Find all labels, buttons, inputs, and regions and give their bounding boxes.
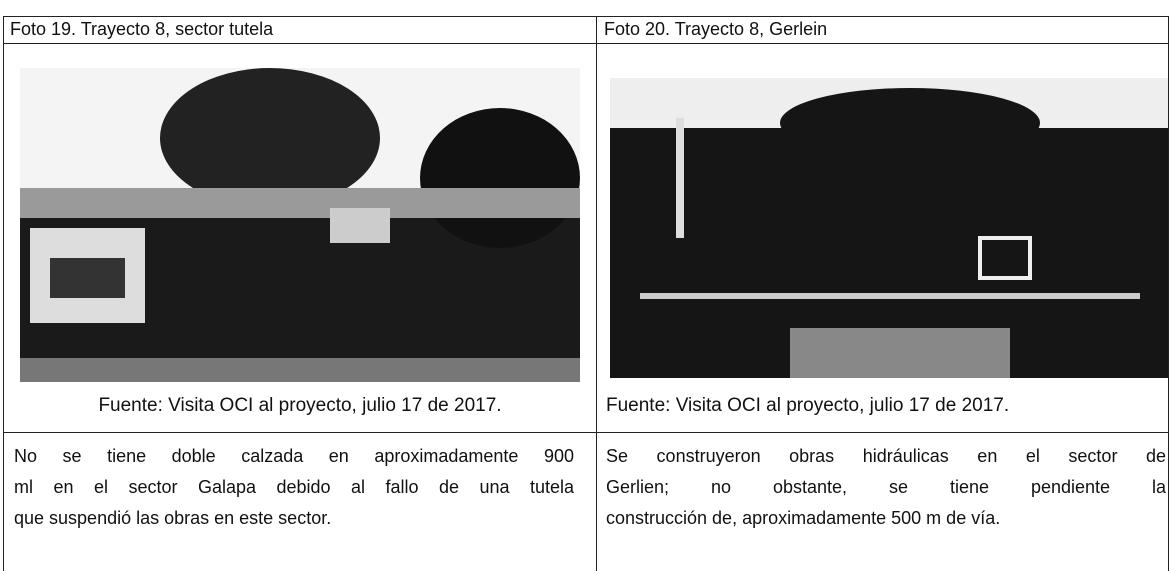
- photo: [20, 68, 580, 382]
- photo-caption: Foto 20. Trayecto 8, Gerlein: [604, 19, 828, 39]
- text-line: No se tiene doble calzada en aproximadam…: [14, 446, 574, 466]
- description: Se construyeron obras hidráulicas en el …: [606, 441, 1166, 534]
- table-border: [3, 16, 4, 571]
- photo-source: Fuente: Visita OCI al proyecto, julio 17…: [98, 395, 502, 416]
- description: No se tiene doble calzada en aproximadam…: [14, 441, 574, 534]
- text-line: construcción de, aproximadamente 500 m d…: [606, 508, 1001, 528]
- photo: [610, 78, 1168, 378]
- table-border: [3, 16, 1169, 17]
- photo-caption: Foto 19. Trayecto 8, sector tutela: [10, 19, 274, 39]
- photo-source: Fuente: Visita OCI al proyecto, julio 17…: [606, 395, 1010, 416]
- table-border: [3, 432, 1169, 433]
- text-line: Gerlien; no obstante, se tiene pendiente…: [606, 477, 1166, 497]
- text-line: Se construyeron obras hidráulicas en el …: [606, 446, 1166, 466]
- table-border: [3, 43, 1169, 44]
- text-line: que suspendió las obras en este sector.: [14, 508, 332, 528]
- table-border: [596, 16, 597, 571]
- table-border: [1168, 16, 1169, 571]
- text-line: ml en el sector Galapa debido al fallo d…: [14, 477, 574, 497]
